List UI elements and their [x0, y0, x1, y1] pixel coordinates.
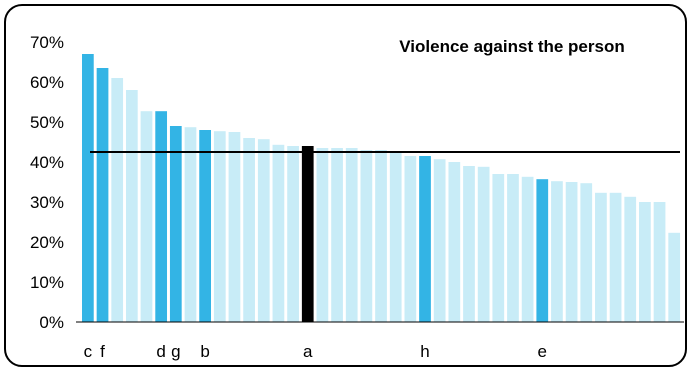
category-label: h	[420, 342, 429, 361]
bar	[345, 148, 358, 322]
y-tick-label: 70%	[30, 33, 64, 52]
category-label: d	[156, 342, 165, 361]
bar	[228, 132, 241, 322]
bar	[301, 146, 314, 322]
bar	[551, 181, 563, 322]
bar	[448, 162, 461, 322]
chart-title: Violence against the person	[399, 37, 624, 56]
bar	[287, 146, 299, 322]
y-tick-label: 60%	[30, 73, 64, 92]
bar	[624, 196, 637, 322]
bar	[360, 150, 373, 322]
bar	[463, 166, 475, 322]
bar	[492, 174, 505, 322]
category-label: g	[171, 342, 180, 361]
bar	[257, 139, 270, 322]
category-label: c	[84, 342, 93, 361]
bar	[477, 166, 490, 322]
bar	[565, 182, 578, 322]
y-tick-label: 50%	[30, 113, 64, 132]
y-tick-label: 30%	[30, 193, 64, 212]
bar	[639, 202, 651, 322]
bar	[184, 127, 197, 322]
y-tick-label: 40%	[30, 153, 64, 172]
bars	[82, 54, 681, 322]
bar	[404, 156, 417, 322]
bar	[155, 111, 168, 322]
bar	[96, 68, 109, 322]
category-label: f	[100, 342, 105, 361]
category-label: b	[200, 342, 209, 361]
bar	[111, 78, 124, 322]
bar	[272, 144, 285, 322]
bar	[433, 159, 446, 322]
bar	[169, 126, 182, 322]
bar	[507, 174, 519, 322]
bar	[243, 138, 255, 322]
y-axis-ticks: 0% 10% 20% 30% 40% 50% 60% 70%	[30, 33, 64, 332]
bar	[536, 179, 549, 322]
bar	[653, 202, 666, 322]
bar	[82, 54, 94, 322]
bar	[580, 183, 593, 322]
bar	[199, 130, 211, 322]
bar	[213, 131, 226, 322]
y-tick-label: 20%	[30, 233, 64, 252]
bar	[419, 156, 431, 322]
category-label: e	[538, 342, 547, 361]
bar	[375, 150, 387, 322]
bar	[389, 152, 402, 322]
bar	[125, 90, 138, 322]
bar	[595, 192, 607, 322]
bar	[140, 111, 153, 322]
y-tick-label: 10%	[30, 273, 64, 292]
bar	[668, 232, 681, 322]
bar	[609, 192, 622, 322]
bar	[316, 148, 329, 322]
y-tick-label: 0%	[39, 313, 64, 332]
bar	[521, 176, 534, 322]
bar	[331, 148, 343, 322]
category-label: a	[303, 342, 313, 361]
